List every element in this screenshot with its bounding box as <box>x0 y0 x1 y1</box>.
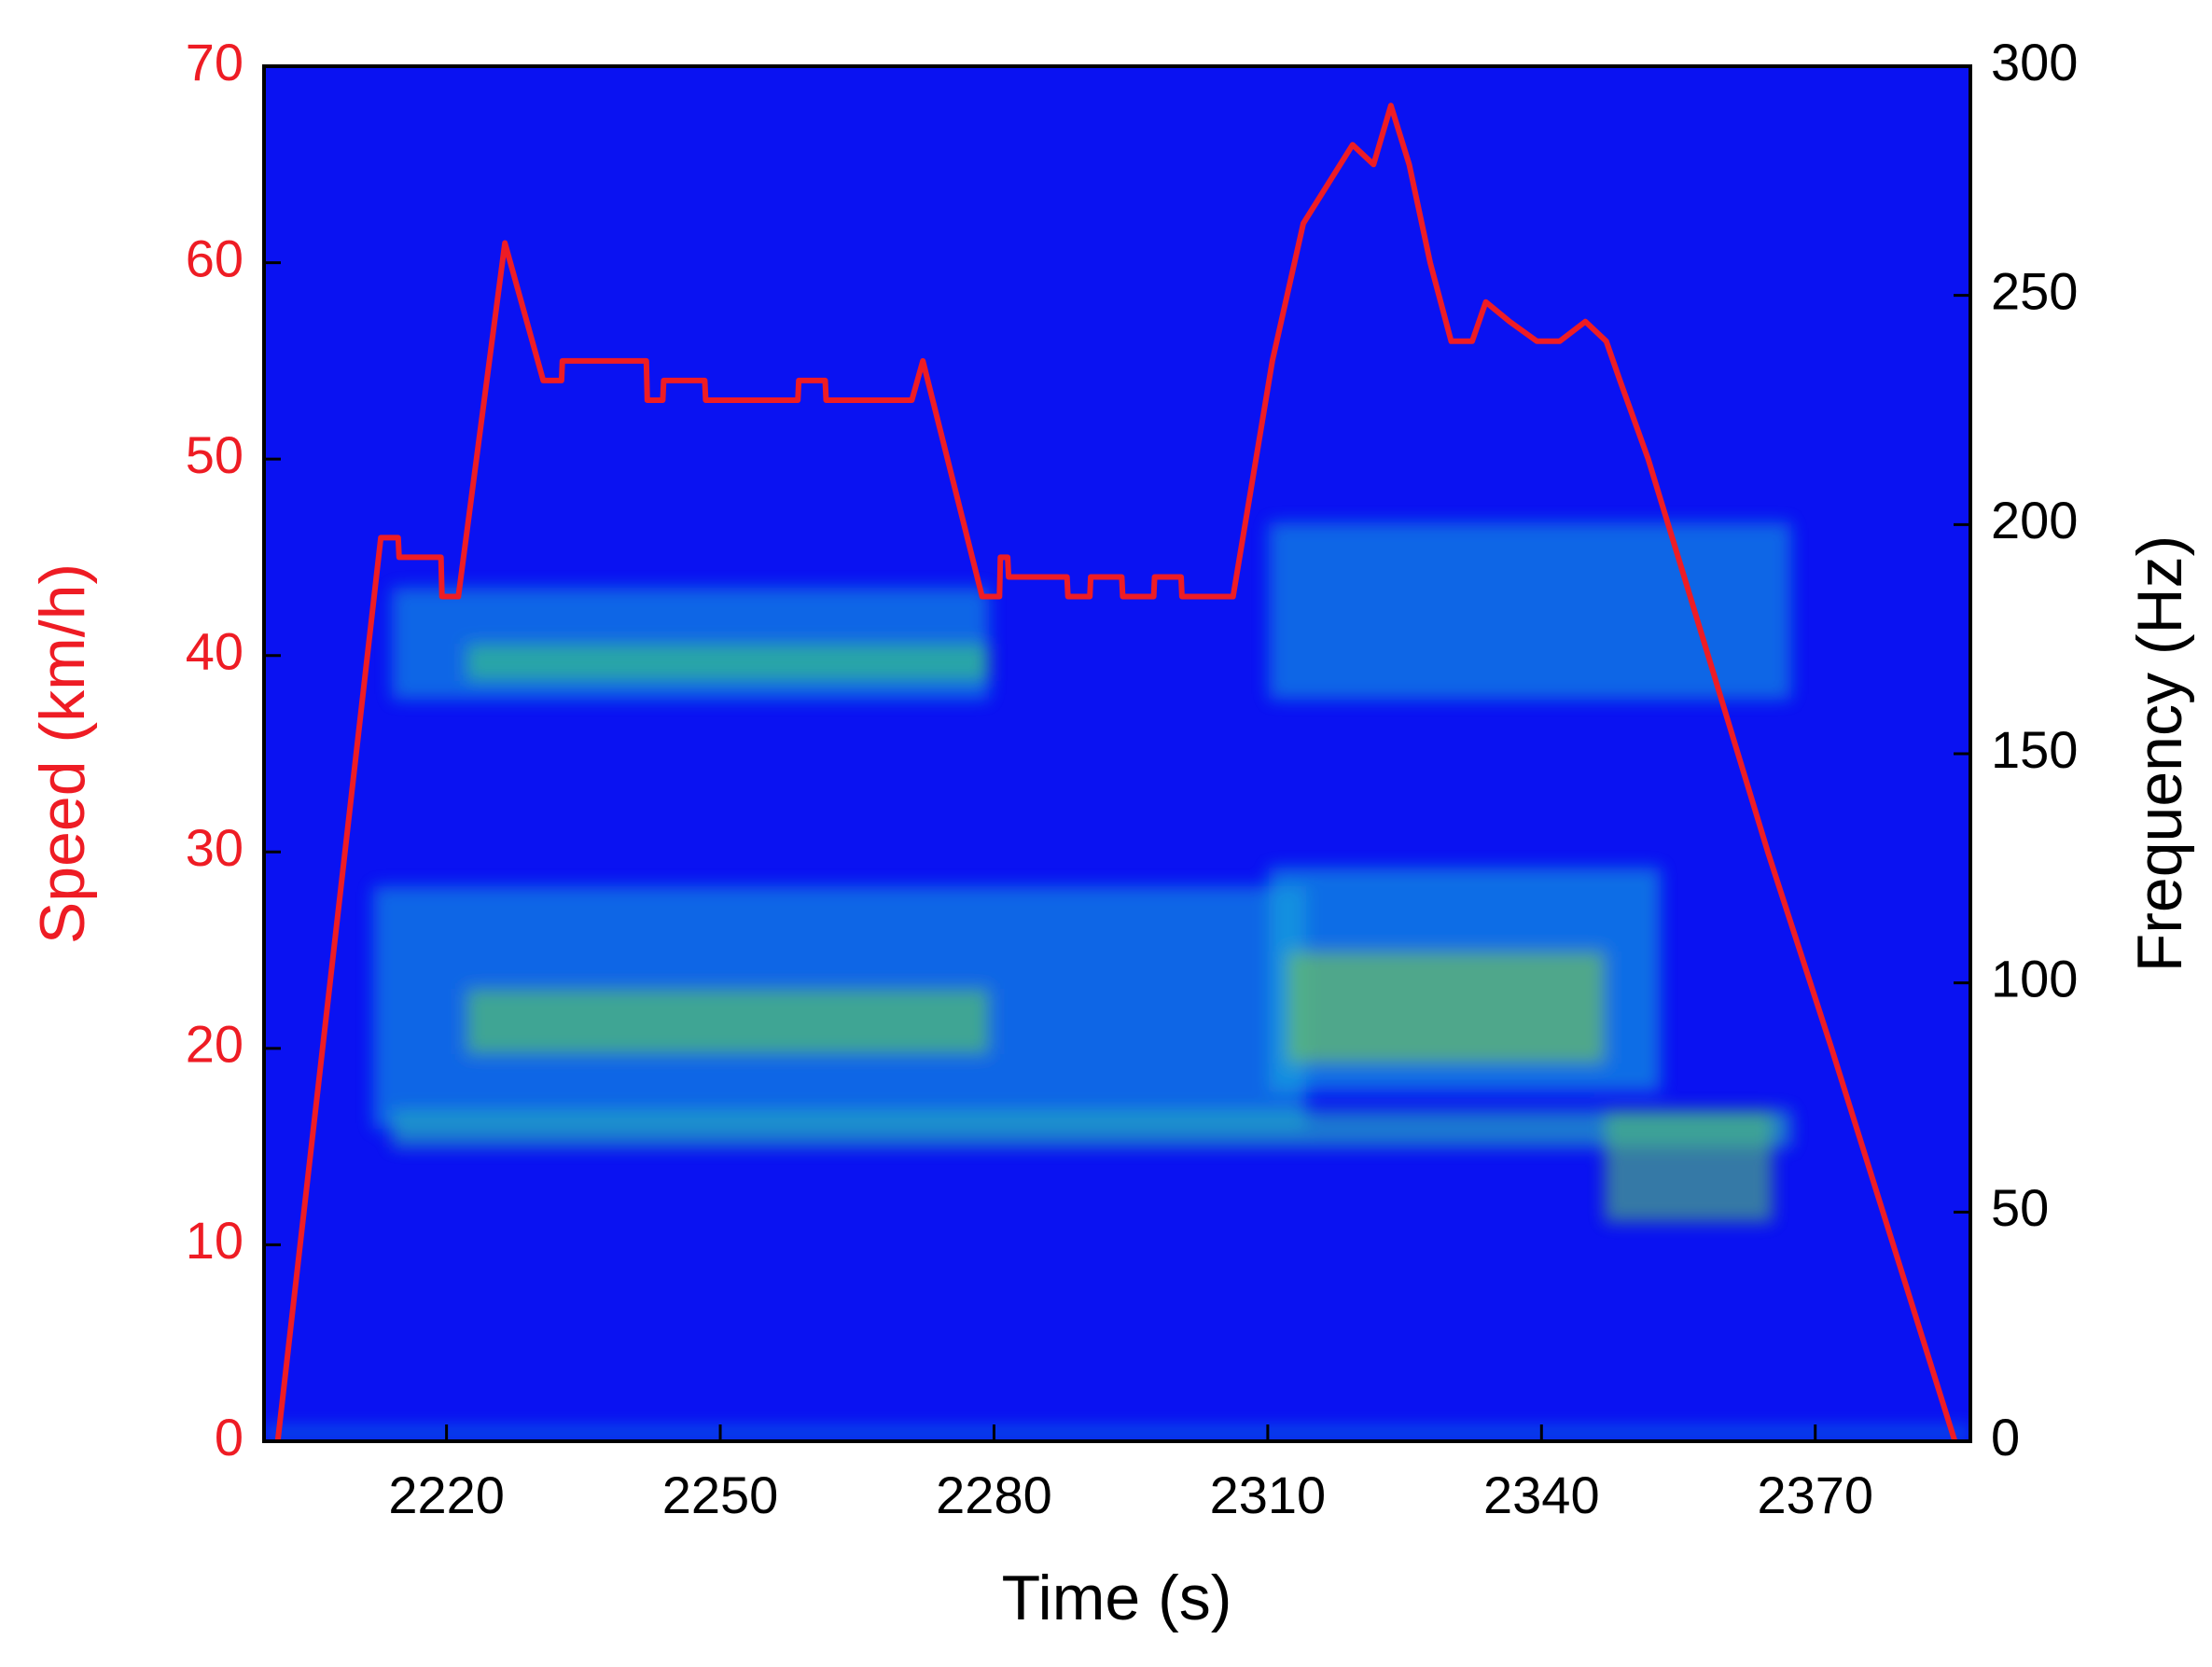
y2-tick-label: 200 <box>1991 491 2078 549</box>
spectrogram-band <box>466 644 989 681</box>
y2-tick-label: 150 <box>1991 720 2078 779</box>
y-tick-label: 60 <box>186 229 243 287</box>
y2-tick-label: 50 <box>1991 1178 2049 1237</box>
spectrogram-band <box>392 1110 1791 1147</box>
spectrogram-band <box>1287 952 1605 1063</box>
x-tick-label: 2220 <box>388 1466 505 1524</box>
y-tick-label: 70 <box>186 33 243 91</box>
spectrogram <box>264 522 1970 1438</box>
y2-tick-label: 250 <box>1991 261 2078 320</box>
x-axis-title: Time (s) <box>1002 1563 1232 1633</box>
speed-line <box>274 103 1958 1442</box>
y-tick-label: 0 <box>215 1408 243 1466</box>
y2-axis-title: Frequency (Hz) <box>2124 535 2195 973</box>
y2-tick-label: 100 <box>1991 949 2078 1007</box>
y-tick-label: 50 <box>186 425 243 484</box>
x-tick-label: 2280 <box>936 1466 1052 1524</box>
y-tick-label: 30 <box>186 818 243 877</box>
y-axis-title: Speed (km/h) <box>27 563 98 944</box>
x-tick-label: 2310 <box>1210 1466 1327 1524</box>
plot-background <box>264 66 1970 1441</box>
spectrogram-band <box>264 1427 1970 1438</box>
spectrogram-band <box>1605 1110 1773 1222</box>
y-tick-label: 20 <box>186 1015 243 1074</box>
spectrogram-band <box>466 989 989 1054</box>
x-tick-label: 2370 <box>1757 1466 1873 1524</box>
x-tick-label: 2340 <box>1483 1466 1600 1524</box>
x-tick-label: 2250 <box>662 1466 779 1524</box>
y2-tick-label: 0 <box>1991 1408 2020 1466</box>
spectrogram-band <box>1269 522 1791 700</box>
y2-tick-label: 300 <box>1991 33 2078 91</box>
y-tick-label: 40 <box>186 622 243 681</box>
y-tick-label: 10 <box>186 1211 243 1270</box>
